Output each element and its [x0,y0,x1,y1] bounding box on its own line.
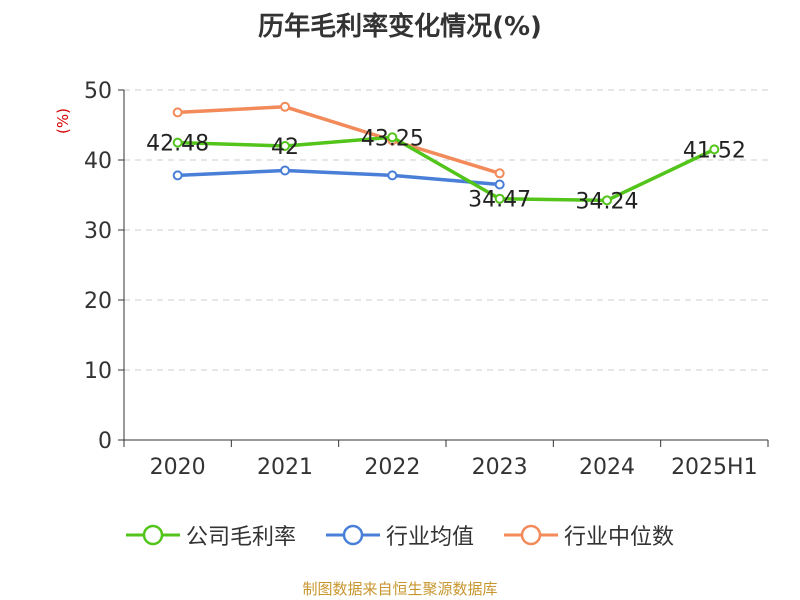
x-tick-label: 2022 [364,455,420,480]
data-label: 34.24 [576,189,639,214]
data-point [709,144,720,155]
legend: 公司毛利率 行业均值 行业中位数 [0,519,800,551]
data-point [172,170,183,181]
data-label: 42.48 [146,132,209,157]
legend-label: 行业均值 [385,525,474,550]
x-tick-label: 2020 [150,455,206,480]
series-line-2 [177,105,501,175]
x-tick-label: 2025H1 [671,455,758,480]
legend-label: 行业中位数 [564,525,675,550]
series-line-1 [177,168,500,187]
legend-circle [142,524,164,546]
x-tick-label: 2021 [257,455,313,480]
x-tick-label: 2023 [472,455,528,480]
data-label: 42 [271,135,299,160]
data-point [494,179,505,190]
y-tick-label: 40 [84,149,112,174]
data-point [172,107,183,118]
y-tick-label: 10 [84,359,112,384]
y-tick-label: 0 [98,429,112,454]
legend-circle [342,524,364,546]
data-point [602,195,612,206]
x-tick-label: 2024 [579,455,635,480]
legend-item[interactable]: 行业中位数 [504,519,674,551]
legend-item[interactable]: 行业均值 [325,519,474,551]
y-tick-label: 20 [84,289,112,314]
data-label: 41.52 [683,138,746,163]
legend-marker-icon [325,524,380,546]
data-point [494,168,505,179]
legend-item[interactable]: 公司毛利率 [125,519,296,551]
legend-marker-icon [125,524,180,546]
data-point [280,101,290,112]
data-source-note: 制图数据来自恒生聚源数据库 [302,580,498,598]
legend-circle [520,524,542,546]
data-point [280,141,290,151]
data-point [172,137,183,148]
data-point [280,165,290,176]
data-label: 34.47 [468,188,531,213]
y-tick-label: 30 [84,219,112,244]
data-point [387,170,398,181]
data-point [494,193,505,204]
y-tick-label: 50 [84,79,112,104]
chart-title: 历年毛利率变化情况(%) [258,12,542,42]
data-label: 43.25 [361,126,424,151]
legend-label: 公司毛利率 [185,525,296,550]
series-line-0 [177,135,716,203]
data-point [387,132,398,143]
legend-marker-icon [504,524,558,546]
